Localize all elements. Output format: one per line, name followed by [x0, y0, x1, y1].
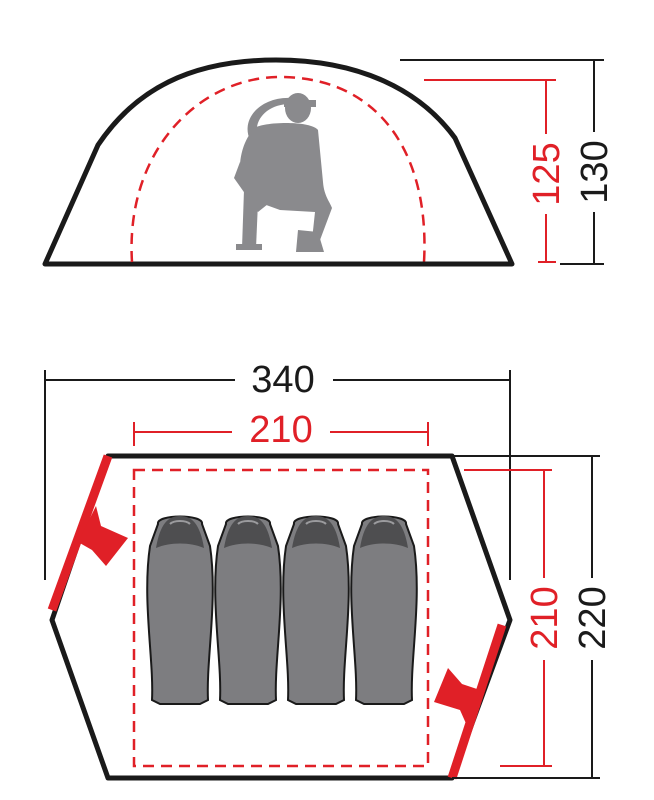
sleeping-bag-icon	[146, 515, 214, 705]
inner-width-label: 210	[524, 586, 566, 649]
inner-tent-floor	[132, 468, 430, 768]
side-view: 130 125	[42, 57, 616, 267]
inner-length-label: 210	[249, 409, 312, 451]
entrance-arrow-right-icon	[434, 668, 480, 728]
sitting-person-icon	[234, 93, 332, 252]
top-view: 340 210 220 210	[44, 359, 614, 781]
side-inner-dashed-arch	[130, 75, 426, 263]
sleeping-bag-icon	[214, 515, 282, 705]
sleeping-bag-icon	[350, 515, 418, 705]
sleeping-bag-icon	[282, 515, 350, 705]
inner-length-dimension	[133, 422, 429, 446]
entrance-left	[47, 454, 128, 612]
total-length-label: 340	[251, 359, 314, 401]
side-height-dimensions	[400, 59, 604, 265]
top-outer-outline	[49, 453, 513, 781]
side-outer-outline	[42, 57, 515, 267]
top-width-dimensions	[452, 455, 600, 779]
total-length-dimension	[44, 370, 511, 580]
entrance-right	[434, 623, 507, 780]
entrance-arrow-left-icon	[78, 506, 128, 566]
total-width-label: 220	[572, 586, 614, 649]
sleeping-bags	[146, 515, 418, 705]
total-height-label: 130	[574, 140, 616, 203]
inner-height-label: 125	[526, 142, 568, 205]
